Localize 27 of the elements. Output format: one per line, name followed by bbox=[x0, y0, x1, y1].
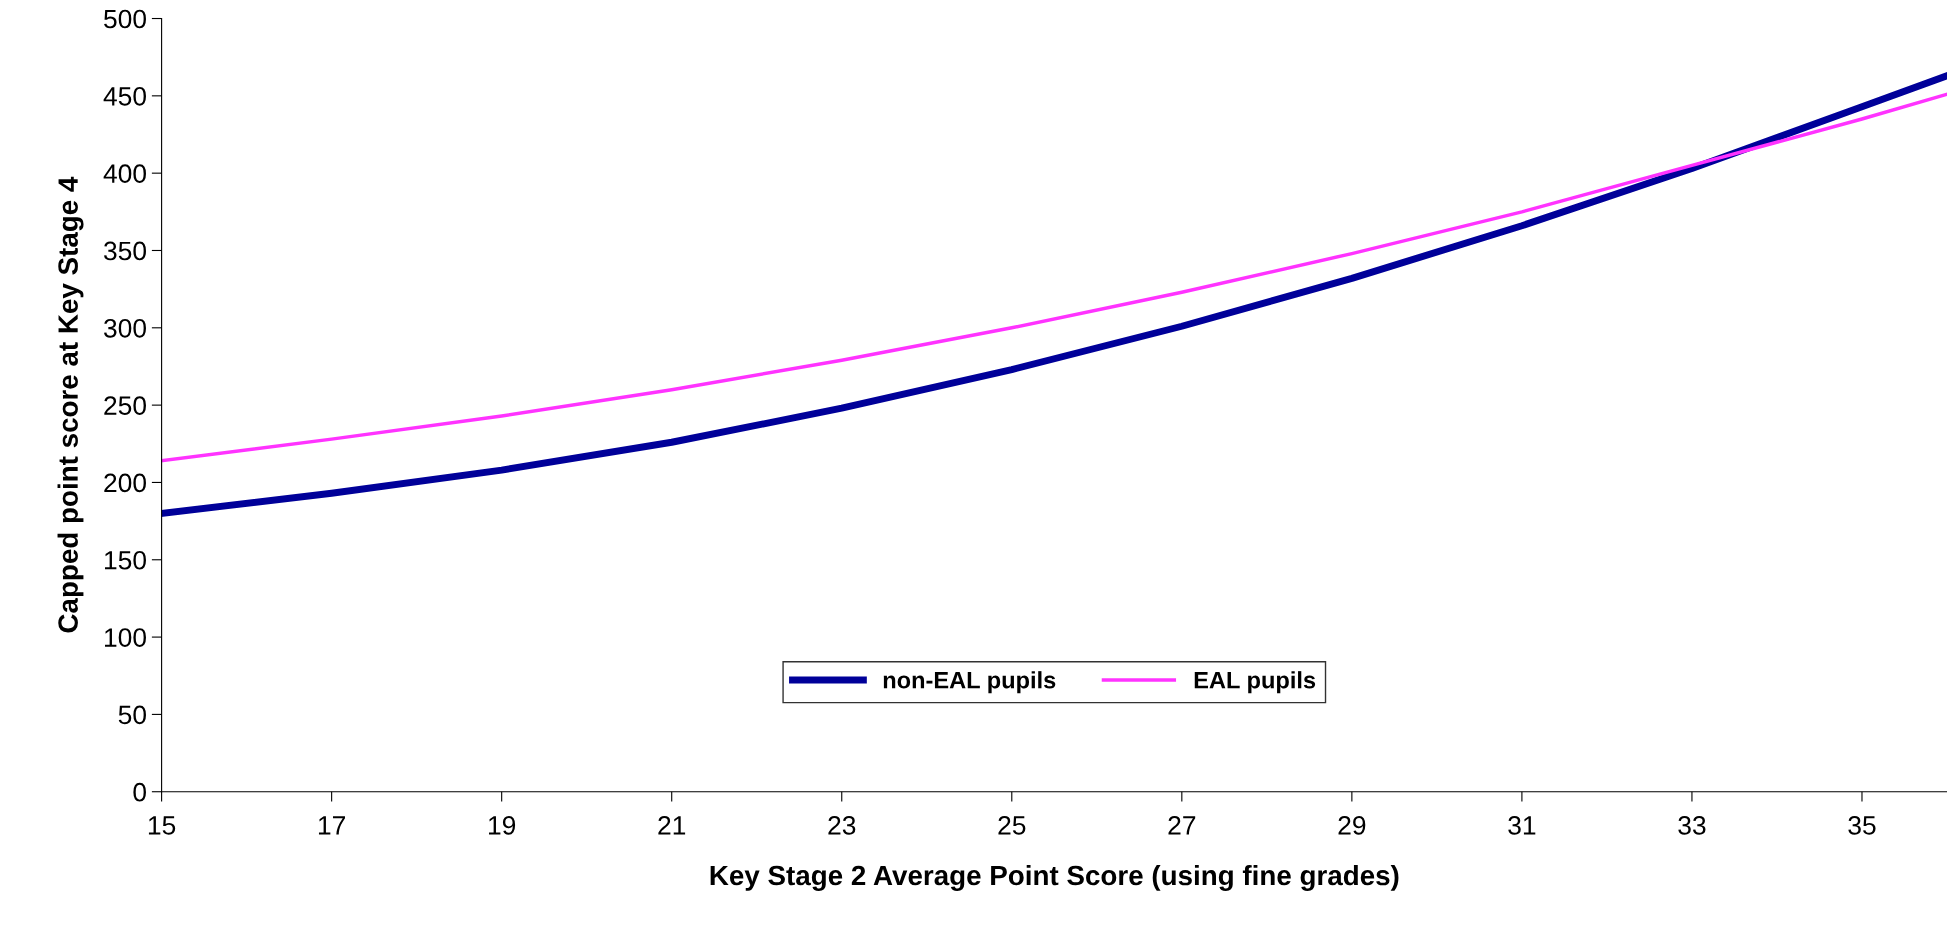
x-tick-label: 21 bbox=[658, 816, 686, 835]
x-tick-label: 17 bbox=[318, 816, 345, 835]
y-tick-label: 200 bbox=[104, 473, 146, 493]
legend-label: EAL pupils bbox=[1194, 671, 1316, 694]
y-tick-label: 0 bbox=[133, 782, 146, 802]
x-tick-label: 31 bbox=[1508, 816, 1536, 835]
y-tick-label: 500 bbox=[104, 9, 146, 29]
y-tick-label: 350 bbox=[104, 241, 146, 261]
x-tick-label: 29 bbox=[1338, 816, 1366, 835]
y-tick-label: 150 bbox=[105, 550, 146, 570]
x-tick-label: 19 bbox=[489, 816, 516, 835]
x-tick-label: 23 bbox=[828, 816, 856, 835]
y-tick-label: 400 bbox=[103, 164, 146, 183]
y-tick-label: 50 bbox=[118, 705, 146, 725]
y-tick-label: 250 bbox=[104, 396, 146, 415]
x-tick-label: 27 bbox=[1168, 816, 1196, 835]
y-tick-label: 450 bbox=[103, 86, 146, 106]
y-tick-label: 100 bbox=[105, 628, 146, 647]
x-tick-label: 25 bbox=[998, 816, 1026, 835]
y-axis-title: Capped point score at Key Stage 4 bbox=[57, 176, 84, 633]
x-tick-label: 35 bbox=[1848, 816, 1876, 835]
y-tick-label: 300 bbox=[104, 318, 146, 338]
x-axis-title: Key Stage 2 Average Point Score (using fine grades) bbox=[710, 864, 1399, 891]
legend-label: non-EAL pupils bbox=[883, 671, 1056, 694]
line-series bbox=[161, 92, 1947, 463]
x-tick-label: 33 bbox=[1678, 816, 1706, 835]
x-tick-label: 15 bbox=[148, 816, 176, 835]
